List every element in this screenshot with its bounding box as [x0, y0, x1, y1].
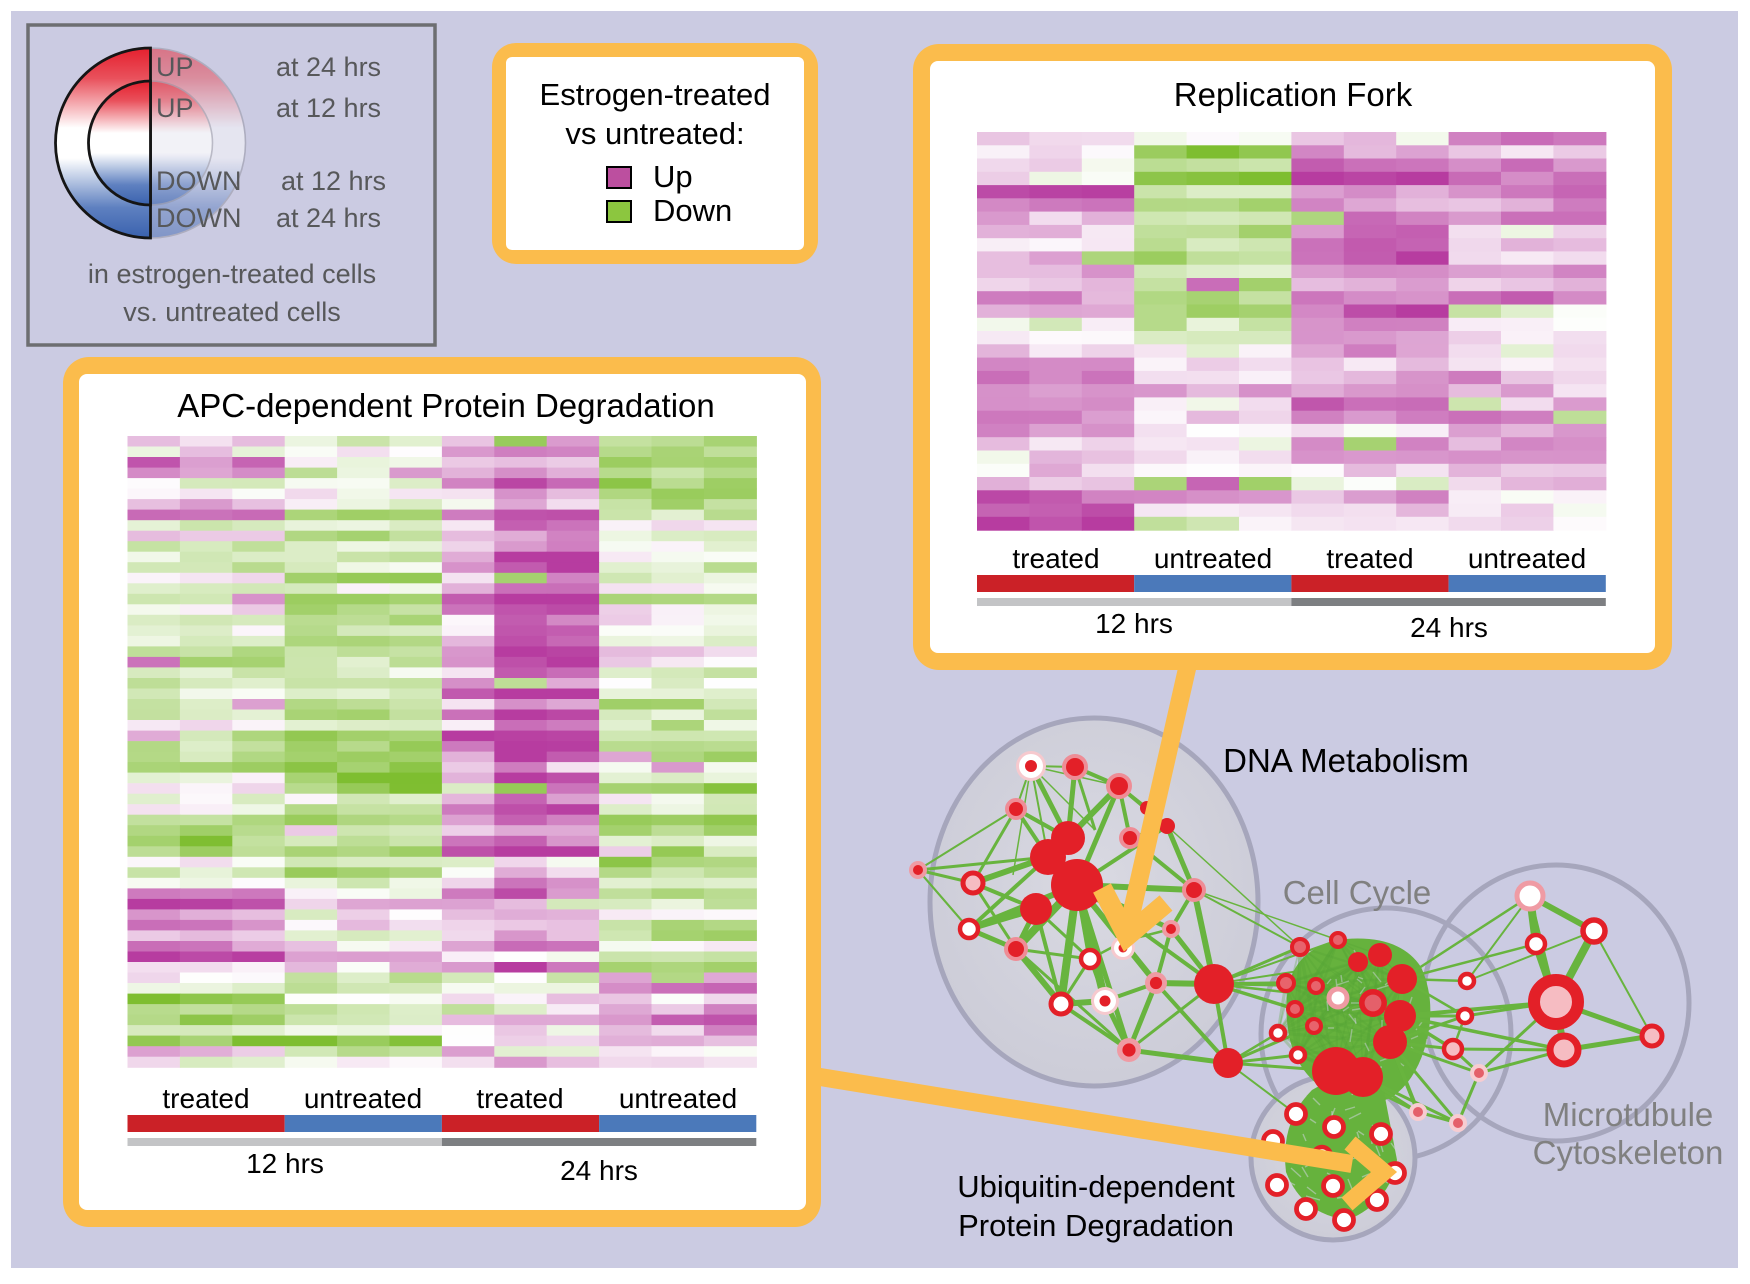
svg-text:DOWN: DOWN	[156, 166, 241, 196]
svg-text:UP: UP	[156, 52, 194, 82]
svg-text:DOWN: DOWN	[156, 203, 241, 233]
svg-text:treated: treated	[476, 1083, 563, 1114]
svg-text:Cell Cycle: Cell Cycle	[1283, 874, 1432, 911]
svg-text:at 12 hrs: at 12 hrs	[276, 93, 381, 123]
svg-text:Down: Down	[653, 193, 732, 228]
svg-text:24 hrs: 24 hrs	[1410, 612, 1488, 643]
svg-text:untreated: untreated	[304, 1083, 422, 1114]
svg-text:treated: treated	[1012, 543, 1099, 574]
svg-text:vs. untreated cells: vs. untreated cells	[123, 297, 341, 327]
svg-text:Ubiquitin-dependent: Ubiquitin-dependent	[957, 1169, 1235, 1204]
svg-text:untreated: untreated	[1468, 543, 1586, 574]
svg-text:treated: treated	[1326, 543, 1413, 574]
svg-text:12 hrs: 12 hrs	[246, 1148, 324, 1179]
svg-text:APC-dependent Protein Degradat: APC-dependent Protein Degradation	[177, 387, 715, 424]
svg-text:DNA Metabolism: DNA Metabolism	[1223, 742, 1469, 779]
svg-text:24 hrs: 24 hrs	[560, 1155, 638, 1186]
svg-text:vs untreated:: vs untreated:	[565, 116, 744, 151]
svg-text:treated: treated	[162, 1083, 249, 1114]
svg-text:Protein Degradation: Protein Degradation	[958, 1208, 1234, 1243]
svg-text:at 24 hrs: at 24 hrs	[276, 203, 381, 233]
svg-text:Cytoskeleton: Cytoskeleton	[1533, 1134, 1724, 1171]
svg-text:at 24 hrs: at 24 hrs	[276, 52, 381, 82]
svg-text:Replication Fork: Replication Fork	[1174, 76, 1413, 113]
svg-text:Up: Up	[653, 159, 693, 194]
svg-text:at 12 hrs: at 12 hrs	[281, 166, 386, 196]
svg-text:Estrogen-treated: Estrogen-treated	[540, 77, 771, 112]
svg-text:in estrogen-treated cells: in estrogen-treated cells	[88, 259, 376, 289]
svg-text:12 hrs: 12 hrs	[1095, 608, 1173, 639]
svg-text:untreated: untreated	[619, 1083, 737, 1114]
svg-text:UP: UP	[156, 93, 194, 123]
svg-text:untreated: untreated	[1154, 543, 1272, 574]
svg-text:Microtubule: Microtubule	[1543, 1096, 1714, 1133]
